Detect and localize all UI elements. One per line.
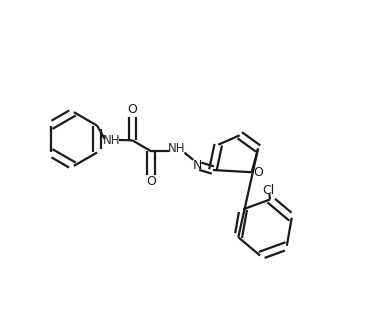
Text: O: O [146,175,156,188]
Text: O: O [127,103,137,117]
Text: Cl: Cl [262,184,274,197]
Text: NH: NH [103,134,120,147]
Text: O: O [253,166,263,179]
Text: NH: NH [168,142,185,155]
Text: N: N [192,159,202,172]
